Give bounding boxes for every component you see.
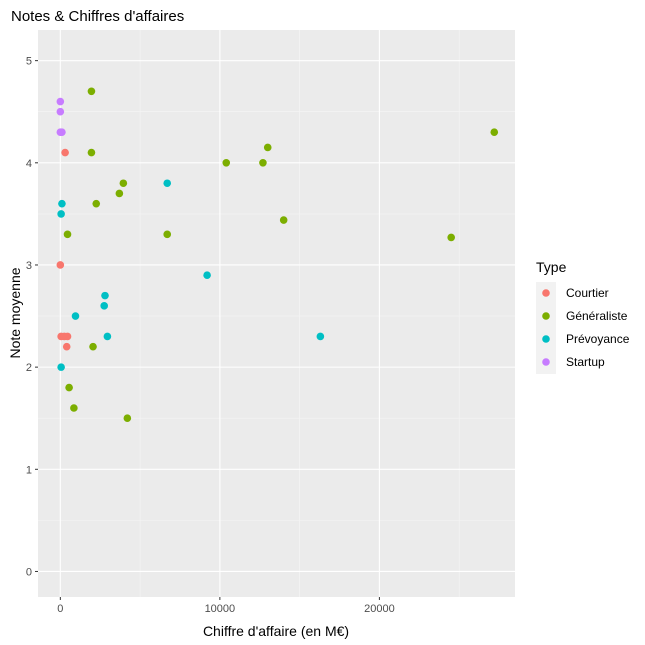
- data-point-prevoyance: [58, 199, 66, 208]
- data-point-generaliste: [279, 216, 288, 224]
- y-tick-label: 0: [26, 566, 32, 578]
- y-tick-label: 4: [26, 158, 32, 170]
- y-tick-label: 5: [26, 56, 32, 68]
- x-axis-title: Chiffre d'affaire (en M€): [203, 623, 349, 639]
- y-axis-title: Note moyenne: [7, 267, 23, 358]
- legend-title: Type: [536, 259, 567, 275]
- y-tick-label: 1: [26, 464, 32, 476]
- data-point-prevoyance: [101, 291, 109, 300]
- legend-key-background: [536, 282, 556, 374]
- data-point-generaliste: [259, 159, 267, 167]
- chart-title: Notes & Chiffres d'affaires: [11, 8, 184, 25]
- grid-lines: [38, 30, 515, 597]
- legend-key-prevoyance: [542, 335, 550, 343]
- plot-panel: [38, 30, 515, 597]
- data-point-generaliste: [119, 179, 128, 188]
- data-point-prevoyance: [71, 312, 80, 320]
- data-point-generaliste: [89, 342, 97, 351]
- data-point-generaliste: [87, 148, 96, 157]
- data-point-generaliste: [263, 143, 272, 152]
- data-point-generaliste: [490, 128, 499, 136]
- data-point-generaliste: [222, 159, 231, 167]
- legend-label-courtier: Courtier: [566, 286, 609, 300]
- legend-label-prevoyance: Prévoyance: [566, 332, 630, 346]
- data-point-generaliste: [63, 230, 72, 239]
- legend-label-startup: Startup: [566, 355, 605, 369]
- data-point-generaliste: [447, 233, 455, 242]
- data-point-prevoyance: [100, 302, 109, 310]
- data-point-startup: [56, 97, 65, 106]
- axes: 0 1 2 3 4 5 0 10000 20000: [26, 56, 395, 615]
- data-point-generaliste: [70, 404, 78, 412]
- data-points: [56, 87, 499, 423]
- y-tick-label: 2: [26, 362, 32, 374]
- legend-label-generaliste: Généraliste: [566, 309, 628, 323]
- data-point-generaliste: [115, 189, 124, 198]
- x-tick-label: 20000: [364, 603, 395, 615]
- data-point-prevoyance: [316, 332, 325, 341]
- data-point-prevoyance: [103, 332, 112, 341]
- legend-key-courtier: [542, 289, 550, 297]
- data-point-generaliste: [87, 87, 96, 96]
- data-point-courtier: [62, 342, 71, 351]
- data-point-startup: [56, 107, 65, 116]
- legend-key-startup: [542, 358, 550, 366]
- data-point-generaliste: [163, 230, 172, 239]
- data-point-generaliste: [92, 199, 101, 208]
- legend-key-generaliste: [542, 312, 550, 320]
- data-point-startup: [58, 128, 66, 136]
- y-tick-label: 3: [26, 260, 32, 272]
- data-point-prevoyance: [203, 271, 211, 279]
- legend: Type Courtier Généraliste Prévoyance Startu…: [536, 259, 630, 374]
- data-point-generaliste: [65, 383, 73, 392]
- data-point-prevoyance: [57, 210, 65, 218]
- data-point-courtier: [63, 332, 72, 341]
- x-tick-label: 0: [57, 603, 63, 615]
- x-tick-label: 10000: [205, 603, 236, 615]
- data-point-prevoyance: [57, 363, 65, 371]
- data-point-generaliste: [123, 414, 132, 423]
- data-point-courtier: [61, 148, 69, 157]
- data-point-prevoyance: [163, 179, 172, 188]
- data-point-courtier: [56, 261, 65, 269]
